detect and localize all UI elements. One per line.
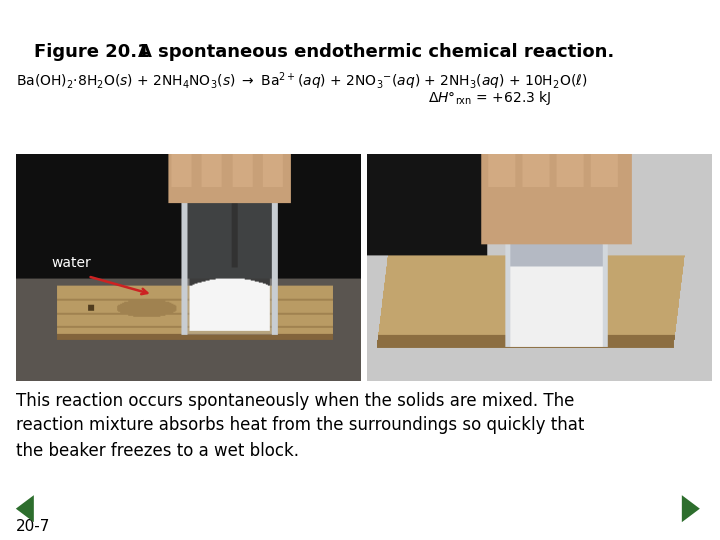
Text: Ba(OH)$_2$$\cdot$8H$_2$O($s$) + 2NH$_4$NO$_3$($s$) $\rightarrow$ Ba$^{2+}$($aq$): Ba(OH)$_2$$\cdot$8H$_2$O($s$) + 2NH$_4$N… (16, 70, 588, 92)
Text: This reaction occurs spontaneously when the solids are mixed. The
reaction mixtu: This reaction occurs spontaneously when … (16, 392, 584, 460)
Text: A spontaneous endothermic chemical reaction.: A spontaneous endothermic chemical react… (138, 43, 614, 61)
Text: $\Delta H°_\mathrm{rxn}$ = +62.3 kJ: $\Delta H°_\mathrm{rxn}$ = +62.3 kJ (428, 89, 552, 107)
Polygon shape (16, 495, 34, 522)
Text: water: water (52, 256, 91, 270)
Polygon shape (682, 495, 700, 522)
Text: Figure 20.1: Figure 20.1 (34, 43, 150, 61)
Text: 20-7: 20-7 (16, 519, 50, 535)
